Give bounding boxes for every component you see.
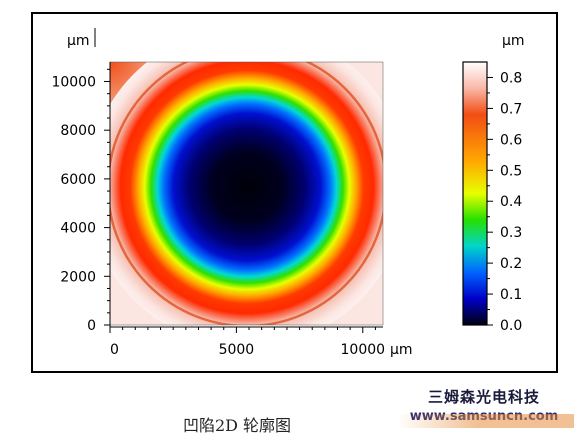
x-axis: 0 5000 10000 (109, 327, 386, 358)
surface-heatmap (110, 62, 383, 325)
y-tick-label: 0 (87, 318, 96, 334)
colorbar-tick-label: 0.0 (500, 318, 522, 334)
x-tick-label: 5000 (219, 342, 255, 358)
x-axis-unit: µm (390, 342, 413, 358)
colorbar-tick-label: 0.4 (500, 194, 522, 210)
colorbar-tick-label: 0.2 (500, 256, 522, 272)
watermark-company: 三姆森光电科技 (427, 388, 540, 406)
y-tick-label: 8000 (60, 123, 96, 139)
colorbar-tick-label: 0.6 (500, 132, 522, 148)
y-tick-label: 10000 (51, 74, 96, 90)
y-tick-label: 4000 (60, 221, 96, 237)
y-tick-label: 6000 (60, 172, 96, 188)
colorbar-tick-label: 0.5 (500, 163, 522, 179)
colorbar-tick-label: 0.3 (500, 225, 522, 241)
colorbar (462, 61, 488, 326)
colorbar-tick-label: 0.7 (500, 101, 522, 117)
y-axis: 0 2000 4000 6000 8000 10000 (51, 68, 110, 334)
colorbar-unit: µm (502, 33, 525, 49)
y-axis-unit: µm (67, 33, 90, 49)
figure-caption: 凹陷2D 轮廓图 (182, 416, 292, 435)
colorbar-tick-label: 0.8 (500, 70, 522, 86)
x-tick-label: 0 (110, 342, 119, 358)
colorbar-tick-label: 0.1 (500, 287, 522, 303)
y-tick-label: 2000 (60, 269, 96, 285)
watermark-bar (398, 414, 574, 428)
colorbar-axis: 0.8 0.7 0.6 0.5 0.4 0.3 0.2 0.1 0.0 (487, 70, 522, 334)
x-tick-label: 10000 (341, 342, 386, 358)
